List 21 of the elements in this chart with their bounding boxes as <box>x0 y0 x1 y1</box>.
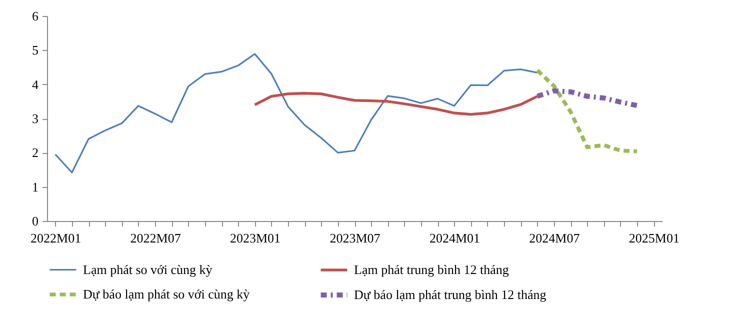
x-tick-label: 2024M01 <box>429 230 480 246</box>
y-tick-label: 5 <box>32 42 38 58</box>
line-series <box>54 53 538 174</box>
x-tick-label: 2024M07 <box>529 230 580 246</box>
legend-label: Dự báo lạm phát so với cùng kỳ <box>83 286 250 302</box>
line-series <box>253 92 539 116</box>
legend-label: Lạm phát so với cùng kỳ <box>83 262 213 277</box>
x-tick-label: 2023M01 <box>230 230 281 246</box>
y-tick-label: 1 <box>32 179 38 194</box>
legend-label: Dự báo lạm phát trung bình 12 tháng <box>354 287 547 302</box>
y-tick-label: 4 <box>32 76 39 92</box>
x-tick-label: 2022M01 <box>30 230 82 246</box>
x-tick-label: 2023M07 <box>330 230 381 246</box>
y-tick-label: 3 <box>32 111 38 126</box>
line-series <box>535 68 640 154</box>
y-tick-label: 0 <box>32 214 38 228</box>
legend-label: Lạm phát trung bình 12 tháng <box>354 262 510 277</box>
y-tick-label: 2 <box>32 145 38 160</box>
y-tick-label: 6 <box>32 8 39 24</box>
x-tick-label: 2025M01 <box>628 230 680 246</box>
x-tick-label: 2022M07 <box>130 230 182 246</box>
